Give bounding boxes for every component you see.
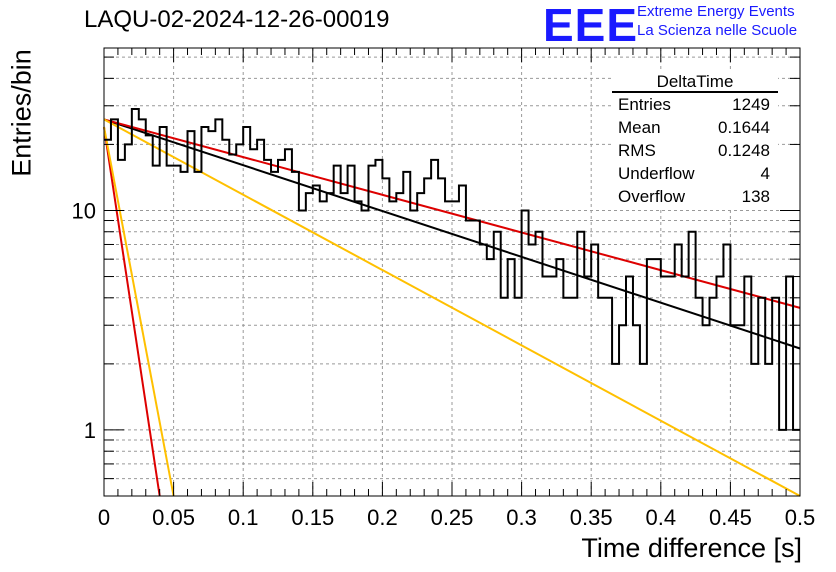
x-tick-label: 0.3 bbox=[506, 505, 537, 530]
x-axis-label: Time difference [s] bbox=[581, 533, 802, 563]
y-axis-label: Entries/bin bbox=[6, 49, 37, 177]
x-tick-label: 0.15 bbox=[291, 505, 334, 530]
histogram-line bbox=[104, 108, 800, 431]
chart-title: LAQU-02-2024-12-26-00019 bbox=[84, 6, 390, 33]
x-tick-label: 0.45 bbox=[709, 505, 752, 530]
stats-box: DeltaTime Entries 1249 Mean 0.1644 RMS 0.12… bbox=[612, 72, 778, 208]
stats-label: Mean bbox=[618, 118, 661, 137]
stats-value: 4 bbox=[760, 164, 770, 183]
y-tick-label: 1 bbox=[84, 418, 96, 443]
x-tick-label: 0.25 bbox=[431, 505, 474, 530]
stats-value: 138 bbox=[741, 187, 770, 206]
fit-line bbox=[103, 126, 175, 497]
eee-logo: EEE bbox=[543, 0, 639, 51]
stats-label: Overflow bbox=[618, 187, 686, 206]
x-tick-label: 0.05 bbox=[152, 505, 195, 530]
x-tick-label: 0.35 bbox=[570, 505, 613, 530]
axis-ticks: 0 0.05 0.1 0.15 0.2 0.25 0.3 0.35 0.4 0.45 0.5 1 10 bbox=[72, 48, 816, 530]
stats-label: Underflow bbox=[618, 164, 695, 183]
stats-title: DeltaTime bbox=[612, 72, 778, 93]
stats-value: 0.1644 bbox=[718, 118, 770, 137]
stats-row: Entries 1249 bbox=[612, 93, 778, 116]
brand-line-1: Extreme Energy Events bbox=[637, 3, 795, 20]
x-tick-label: 0.4 bbox=[646, 505, 677, 530]
stats-row: Underflow 4 bbox=[612, 162, 778, 185]
y-axis-label-box: Entries/bin bbox=[2, 38, 42, 188]
stats-row: RMS 0.1248 bbox=[612, 139, 778, 162]
brand-line-2: La Scienza nelle Scuole bbox=[637, 22, 798, 39]
stats-label: Entries bbox=[618, 95, 671, 114]
fit-line bbox=[103, 126, 161, 497]
fit-line bbox=[103, 118, 801, 350]
stats-row: Mean 0.1644 bbox=[612, 116, 778, 139]
x-tick-label: 0 bbox=[98, 505, 110, 530]
fit-line bbox=[103, 118, 801, 497]
fit-lines bbox=[103, 118, 801, 497]
stats-row: Overflow 138 bbox=[612, 185, 778, 208]
x-tick-label: 0.5 bbox=[785, 505, 816, 530]
x-tick-label: 0.1 bbox=[228, 505, 259, 530]
y-tick-label: 10 bbox=[72, 198, 96, 223]
stats-label: RMS bbox=[618, 141, 656, 160]
x-tick-label: 0.2 bbox=[367, 505, 398, 530]
stats-value: 1249 bbox=[732, 95, 770, 114]
stats-value: 0.1248 bbox=[718, 141, 770, 160]
grid-lines bbox=[104, 48, 800, 497]
